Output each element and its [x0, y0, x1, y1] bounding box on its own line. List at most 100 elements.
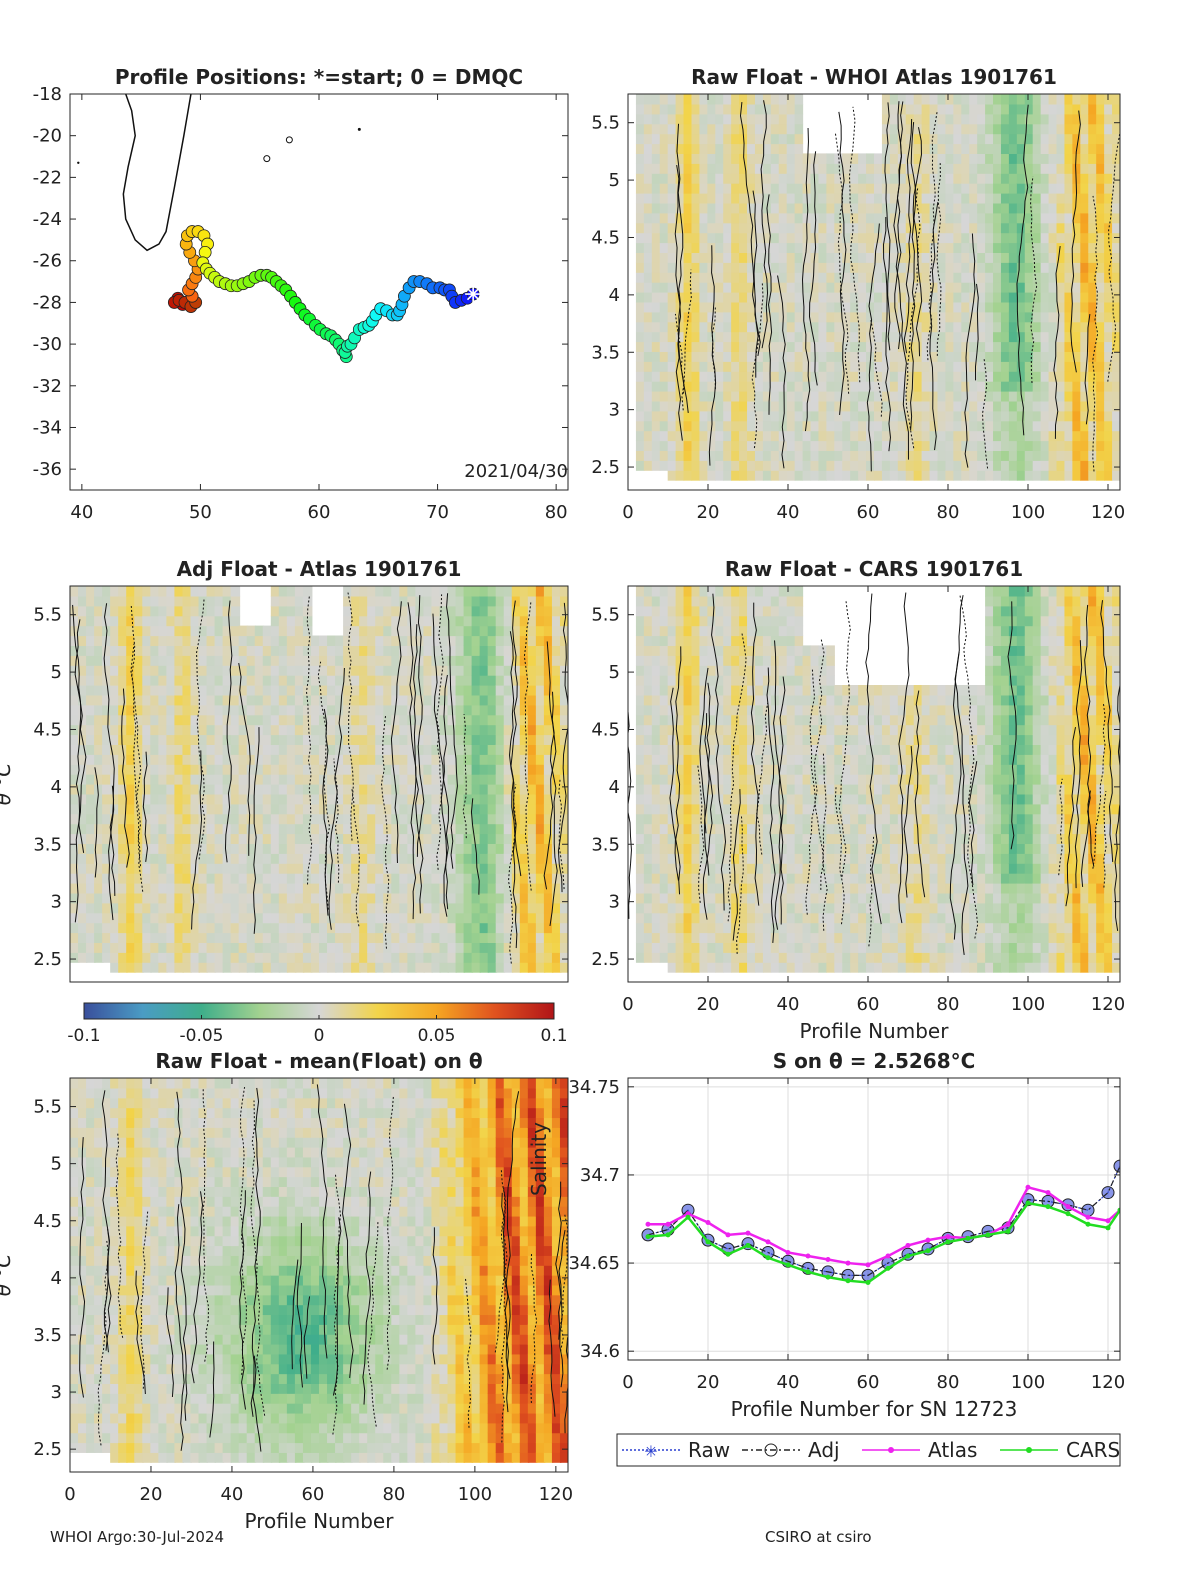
heatmap-cell: [431, 813, 441, 825]
heatmap-cell: [675, 262, 685, 273]
heatmap-cell: [214, 912, 225, 924]
heatmap-cell: [190, 892, 200, 904]
heatmap-cell: [551, 902, 562, 914]
heatmap-cell: [961, 94, 970, 105]
heatmap-cell: [551, 754, 562, 765]
heatmap-cell: [415, 853, 425, 864]
heatmap-cell: [770, 321, 780, 333]
heatmap-cell: [327, 912, 337, 924]
heatmap-cell: [643, 460, 653, 471]
heatmap-cell: [762, 301, 772, 313]
heatmap-cell: [905, 103, 915, 115]
contour-line: [103, 603, 115, 921]
heatmap-cell: [1000, 143, 1010, 154]
heatmap-cell: [254, 813, 265, 825]
heatmap-cell: [471, 714, 482, 726]
heatmap-cell: [858, 450, 867, 461]
heatmap-cell: [423, 873, 433, 884]
island: [77, 161, 80, 164]
heatmap-cell: [294, 685, 305, 696]
heatmap-cell: [1064, 470, 1073, 481]
heatmap-cell: [985, 183, 994, 194]
heatmap-cell: [897, 242, 907, 253]
heatmap-cell: [866, 341, 875, 352]
heatmap-cell: [126, 962, 136, 973]
heatmap-cell: [359, 665, 369, 676]
heatmap-cell: [747, 450, 756, 461]
heatmap-cell: [866, 232, 875, 244]
heatmap-cell: [94, 873, 104, 884]
heatmap-cell: [1096, 430, 1105, 442]
heatmap-cell: [1008, 440, 1018, 451]
heatmap-cell: [802, 341, 812, 352]
heatmap-cell: [961, 153, 970, 164]
heatmap-cell: [913, 391, 923, 402]
heatmap-cell: [559, 694, 568, 706]
heatmap-cell: [659, 123, 669, 135]
heatmap-cell: [683, 371, 693, 382]
heatmap-cell: [985, 292, 994, 303]
heatmap-cell: [1032, 400, 1042, 412]
contour-line: [549, 691, 558, 927]
heatmap-cell: [415, 655, 425, 666]
heatmap-cell: [874, 470, 883, 481]
heatmap-cell: [351, 605, 361, 617]
heatmap-cell: [278, 625, 289, 637]
heatmap-cell: [699, 143, 708, 154]
heatmap-cell: [731, 103, 740, 115]
heatmap-cell: [118, 645, 128, 656]
heatmap-cell: [527, 833, 538, 844]
heatmap-cell: [319, 744, 329, 755]
heatmap-cell: [1048, 460, 1058, 471]
heatmap-cell: [993, 321, 1002, 333]
heatmap-cell: [818, 450, 827, 461]
heatmap-cell: [953, 163, 962, 174]
heatmap-cell: [126, 764, 136, 775]
heatmap-cell: [1040, 351, 1050, 362]
heatmap-cell: [335, 734, 345, 745]
heatmap-cell: [335, 843, 345, 854]
heatmap-cell: [739, 410, 748, 422]
heatmap-cell: [270, 833, 281, 844]
heatmap-cell: [1008, 311, 1018, 323]
heatmap-cell: [953, 242, 962, 253]
heatmap-cell: [134, 873, 144, 884]
heatmap-cell: [94, 952, 104, 963]
heatmap-cell: [310, 853, 321, 864]
heatmap-cell: [367, 793, 377, 805]
heatmap-cell: [929, 440, 939, 451]
heatmap-cell: [439, 942, 449, 953]
heatmap-cell: [447, 883, 458, 894]
heatmap-cell: [850, 183, 859, 194]
heatmap-cell: [447, 803, 458, 815]
heatmap-cell: [174, 833, 184, 844]
heatmap-cell: [842, 400, 851, 412]
heatmap-cell: [206, 803, 217, 815]
heatmap-cell: [471, 645, 482, 656]
heatmap-cell: [826, 183, 835, 194]
heatmap-cell: [866, 163, 875, 174]
heatmap-cell: [818, 212, 827, 224]
heatmap-cell: [206, 823, 217, 835]
heatmap-cell: [543, 813, 554, 825]
heatmap-cell: [937, 301, 946, 313]
heatmap-cell: [683, 361, 693, 372]
heatmap-cell: [391, 605, 401, 617]
heatmap-cell: [511, 902, 522, 914]
heatmap-cell: [310, 714, 321, 726]
heatmap-cell: [691, 321, 700, 333]
heatmap-cell: [391, 615, 401, 627]
heatmap-cell: [150, 645, 160, 656]
heatmap-cell: [270, 912, 281, 924]
heatmap-cell: [190, 764, 200, 775]
heatmap-cell: [834, 361, 843, 372]
heatmap-cell: [1064, 361, 1073, 372]
heatmap-cell: [126, 892, 136, 904]
heatmap-cell: [270, 853, 281, 864]
heatmap-cell: [142, 823, 152, 835]
heatmap-cell: [78, 952, 88, 963]
heatmap-cell: [447, 714, 458, 726]
heatmap-cell: [102, 823, 112, 835]
heatmap-cell: [1024, 450, 1034, 461]
